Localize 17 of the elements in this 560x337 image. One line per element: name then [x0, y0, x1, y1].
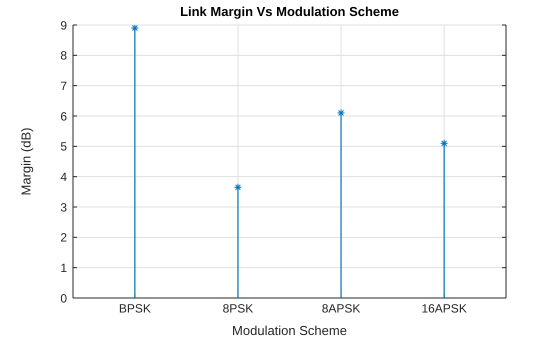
y-tick-label: 5 — [60, 140, 68, 154]
y-tick-label: 2 — [60, 230, 68, 245]
x-tick-label: BPSK — [118, 302, 151, 316]
chart-title: Link Margin Vs Modulation Scheme — [179, 4, 400, 19]
x-tick-label: 8APSK — [322, 302, 360, 316]
x-tick-label: 8PSK — [222, 302, 254, 316]
y-tick-label: 1 — [60, 260, 68, 275]
x-tick-label: 16APSK — [421, 302, 467, 316]
y-tick-label: 3 — [60, 200, 68, 214]
y-tick-label: 0 — [60, 291, 68, 306]
y-tick-label: 4 — [60, 170, 68, 184]
y-axis-title: Margin (dB) — [18, 128, 34, 196]
y-tick-label: 8 — [60, 48, 68, 63]
y-tick-label: 9 — [60, 18, 68, 32]
x-axis-title: Modulation Scheme — [232, 323, 347, 337]
y-tick-label: 6 — [60, 109, 68, 124]
y-tick-label: 7 — [60, 78, 68, 93]
